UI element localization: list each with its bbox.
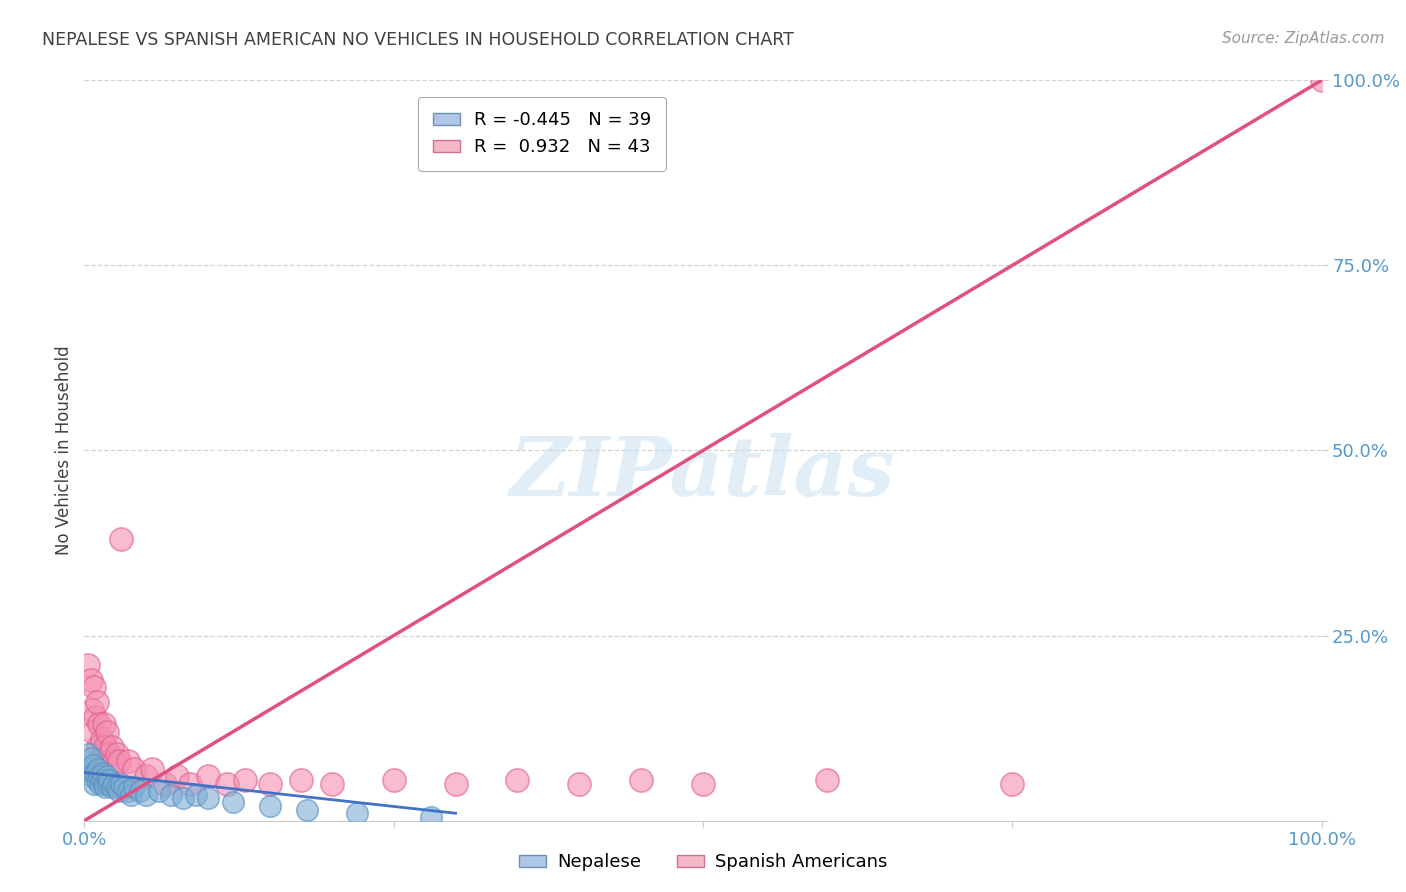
Point xyxy=(91,765,114,780)
Point xyxy=(692,776,714,791)
Point xyxy=(96,724,118,739)
Point xyxy=(87,739,110,754)
Point xyxy=(93,776,115,791)
Point xyxy=(568,776,591,791)
Point xyxy=(89,717,111,731)
Point xyxy=(94,739,117,754)
Point xyxy=(79,762,101,776)
Point xyxy=(84,765,107,780)
Legend: Nepalese, Spanish Americans: Nepalese, Spanish Americans xyxy=(512,847,894,879)
Point xyxy=(83,681,105,695)
Point xyxy=(129,784,152,798)
Point xyxy=(122,780,145,795)
Text: Source: ZipAtlas.com: Source: ZipAtlas.com xyxy=(1222,31,1385,46)
Text: ZIPatlas: ZIPatlas xyxy=(510,433,896,513)
Point xyxy=(80,769,103,783)
Point xyxy=(1001,776,1024,791)
Point xyxy=(166,769,188,783)
Point xyxy=(141,762,163,776)
Point xyxy=(80,703,103,717)
Point xyxy=(84,710,107,724)
Point xyxy=(197,791,219,805)
Point xyxy=(89,769,111,783)
Point xyxy=(79,673,101,687)
Point xyxy=(86,695,108,709)
Point xyxy=(86,772,108,787)
Point xyxy=(160,788,183,802)
Point xyxy=(98,747,121,761)
Point xyxy=(179,776,201,791)
Point xyxy=(105,747,128,761)
Point xyxy=(110,776,132,791)
Point xyxy=(295,803,318,817)
Point xyxy=(321,776,343,791)
Point xyxy=(103,776,125,791)
Point xyxy=(290,772,312,787)
Point xyxy=(87,762,110,776)
Point xyxy=(103,755,125,769)
Point xyxy=(100,780,122,795)
Point xyxy=(120,788,142,802)
Point xyxy=(93,717,115,731)
Point xyxy=(172,791,194,805)
Point xyxy=(346,806,368,821)
Point xyxy=(153,776,176,791)
Point xyxy=(108,755,131,769)
Point xyxy=(96,769,118,783)
Point xyxy=(506,772,529,787)
Point xyxy=(82,724,104,739)
Point xyxy=(1310,73,1333,87)
Point xyxy=(135,788,157,802)
Point xyxy=(233,772,256,787)
Point xyxy=(94,780,117,795)
Point xyxy=(91,747,114,761)
Text: NEPALESE VS SPANISH AMERICAN NO VEHICLES IN HOUSEHOLD CORRELATION CHART: NEPALESE VS SPANISH AMERICAN NO VEHICLES… xyxy=(42,31,794,49)
Point xyxy=(83,776,105,791)
Point xyxy=(77,747,100,761)
Point xyxy=(89,776,111,791)
Point xyxy=(79,750,101,764)
Point xyxy=(100,739,122,754)
Point xyxy=(215,776,238,791)
Point xyxy=(630,772,652,787)
Point xyxy=(90,732,112,747)
Point xyxy=(419,810,441,824)
Point xyxy=(89,755,111,769)
Point xyxy=(259,776,281,791)
Point xyxy=(197,769,219,783)
Y-axis label: No Vehicles in Household: No Vehicles in Household xyxy=(55,345,73,556)
Point xyxy=(135,769,157,783)
Point xyxy=(815,772,838,787)
Legend: R = -0.445   N = 39, R =  0.932   N = 43: R = -0.445 N = 39, R = 0.932 N = 43 xyxy=(419,96,666,170)
Point xyxy=(110,533,132,547)
Point xyxy=(98,772,121,787)
Point xyxy=(108,784,131,798)
Point xyxy=(105,780,128,795)
Point xyxy=(117,755,139,769)
Point xyxy=(112,780,135,795)
Point xyxy=(77,658,100,673)
Point xyxy=(382,772,405,787)
Point xyxy=(82,758,104,772)
Point xyxy=(117,784,139,798)
Point xyxy=(90,772,112,787)
Point xyxy=(222,795,245,809)
Point xyxy=(259,798,281,813)
Point xyxy=(184,788,207,802)
Point xyxy=(444,776,467,791)
Point xyxy=(148,784,170,798)
Point xyxy=(122,762,145,776)
Point xyxy=(97,776,120,791)
